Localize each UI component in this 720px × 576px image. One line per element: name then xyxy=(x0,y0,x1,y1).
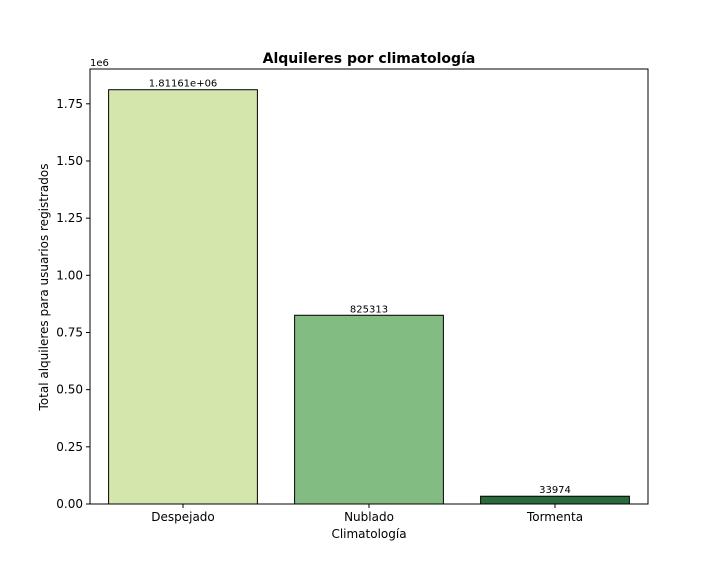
y-tick-label-7: 1.75 xyxy=(56,97,83,111)
x-tick-label-1: Nublado xyxy=(344,510,394,524)
y-axis-label: Total alquileres para usuarios registrad… xyxy=(37,164,51,412)
chart-title: Alquileres por climatología xyxy=(263,51,476,67)
bar-value-label-1: 825313 xyxy=(350,304,388,315)
x-tick-label-0: Despejado xyxy=(151,510,215,524)
bar-2 xyxy=(480,495,630,505)
y-tick-label-0: 0.00 xyxy=(56,497,83,511)
x-tick-label-2: Tormenta xyxy=(526,510,583,524)
y-tick-label-1: 0.25 xyxy=(56,440,83,454)
bar-value-label-0: 1.81161e+06 xyxy=(149,79,218,90)
bar-1 xyxy=(294,314,444,505)
y-tick-label-3: 0.75 xyxy=(56,325,83,339)
x-axis-label: Climatología xyxy=(331,527,406,541)
plot-frame xyxy=(89,68,649,505)
bar-value-label-2: 33974 xyxy=(539,485,571,496)
ticks-layer: Despejado Nublado Tormenta 0.00 0.25 0.50 0.75… xyxy=(56,97,583,524)
y-tick-label-4: 1.00 xyxy=(56,268,83,282)
y-tick-label-2: 0.50 xyxy=(56,383,83,397)
y-axis-offset-label: 1e6 xyxy=(90,58,109,69)
bar-0 xyxy=(108,89,258,505)
y-tick-label-6: 1.50 xyxy=(56,154,83,168)
bars-layer: 1.81161e+06 825313 33974 xyxy=(108,79,630,505)
y-tick-label-5: 1.25 xyxy=(56,211,83,225)
